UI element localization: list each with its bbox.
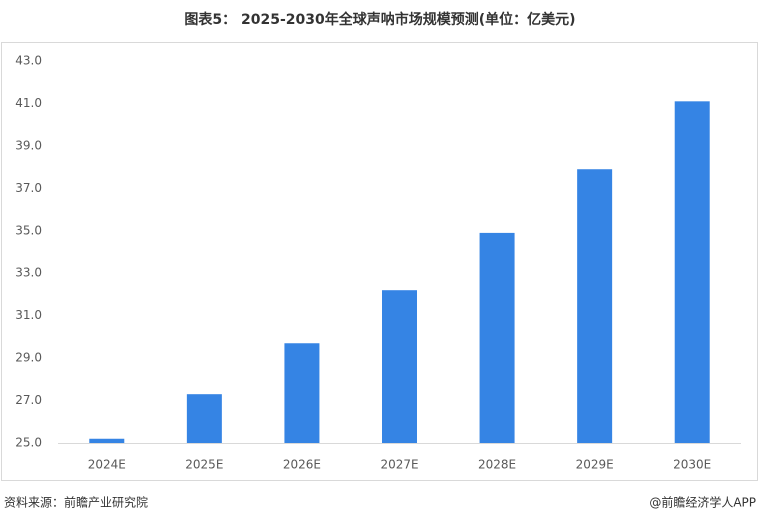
y-tick-label: 37.0 bbox=[15, 181, 42, 195]
bar bbox=[674, 101, 710, 444]
x-tick-label: 2029E bbox=[576, 458, 614, 472]
credit: @前瞻经济学人APP bbox=[649, 495, 756, 510]
bar bbox=[382, 290, 417, 443]
y-tick-label: 43.0 bbox=[15, 54, 42, 68]
chart-title: 图表5： 2025-2030年全球声呐市场规模预测(单位：亿美元) bbox=[184, 11, 575, 28]
bar bbox=[479, 232, 515, 443]
x-tick-label: 2024E bbox=[88, 458, 126, 472]
x-tick-label: 2028E bbox=[478, 458, 516, 472]
y-tick-label: 41.0 bbox=[15, 96, 42, 110]
y-tick-label: 33.0 bbox=[15, 266, 42, 280]
x-tick-label: 2030E bbox=[673, 458, 711, 472]
y-tick-label: 29.0 bbox=[15, 351, 42, 365]
plot-frame bbox=[1, 42, 758, 481]
y-tick-label: 31.0 bbox=[15, 308, 42, 322]
x-tick-label: 2027E bbox=[380, 458, 418, 472]
x-tick-label: 2026E bbox=[283, 458, 321, 472]
bar bbox=[577, 169, 613, 443]
bar bbox=[89, 438, 125, 443]
bar bbox=[186, 394, 222, 443]
source: 资料来源：前瞻产业研究院 bbox=[4, 495, 148, 510]
y-tick-label: 27.0 bbox=[15, 393, 42, 407]
x-tick-label: 2025E bbox=[185, 458, 223, 472]
y-tick-label: 25.0 bbox=[15, 436, 42, 450]
y-tick-label: 35.0 bbox=[15, 223, 42, 237]
bar bbox=[284, 343, 320, 443]
y-tick-label: 39.0 bbox=[15, 138, 42, 152]
